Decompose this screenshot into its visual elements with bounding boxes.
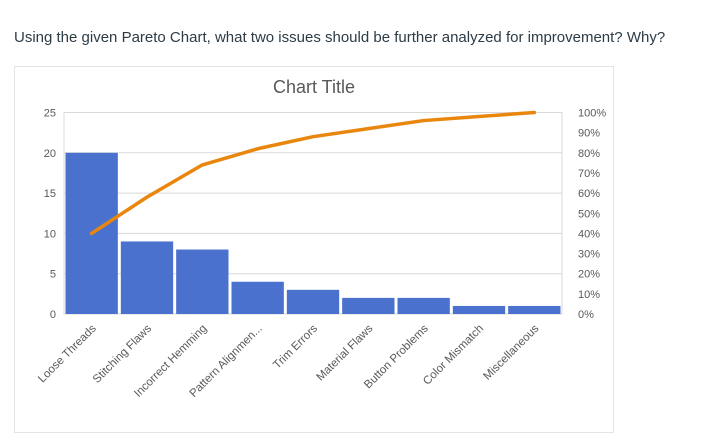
bar-incorrect-hemming (176, 249, 229, 314)
pareto-chart: 0 5 10 15 20 25 0% 10% 20% 30% 40% 50% 60% 70% 80% 90% 1… (36, 108, 606, 400)
right-axis-tick-label: 20% (578, 269, 600, 281)
question-text: Using the given Pareto Chart, what two i… (14, 29, 666, 46)
left-axis-tick-label: 10 (44, 228, 56, 240)
bar-trim-errors (286, 289, 340, 314)
x-axis-label-stitching-flaws: Stitching Flaws (91, 322, 154, 385)
right-axis-tick-label: 10% (578, 289, 600, 301)
right-axis-tick-label: 0% (578, 309, 594, 321)
right-axis-tick-label: 90% (578, 128, 600, 140)
left-axis-tick-label: 15 (44, 188, 56, 200)
left-axis-tick-label: 25 (44, 108, 56, 120)
right-axis-tick-label: 100% (578, 108, 606, 120)
pareto-chart-card: 0 5 10 15 20 25 0% 10% 20% 30% 40% 50% 60% 70% 80% 90% 1… (14, 66, 614, 433)
right-axis-tick-label: 60% (578, 188, 600, 200)
x-axis-label-loose-threads: Loose Threads (36, 322, 99, 385)
chart-title: Chart Title (272, 77, 356, 97)
left-axis-tick-label: 20 (44, 148, 56, 160)
bar-stitching-flaws (120, 241, 174, 314)
cumulative-percent-line (89, 110, 537, 236)
x-axis-label-trim-errors: Trim Errors (271, 322, 320, 371)
bar-button-problems (397, 297, 450, 314)
right-axis-tick-label: 40% (578, 228, 600, 240)
bar-pattern-alignmen (231, 281, 284, 314)
right-axis-tick-label: 50% (578, 208, 600, 220)
left-axis-tick-label: 5 (50, 269, 56, 281)
bar-material-flaws (342, 297, 395, 314)
x-axis-label-color-mismatch: Color Mismatch (421, 323, 486, 388)
x-axis-label-miscellaneous: Miscellaneous (481, 322, 541, 382)
bar-color-mismatch (452, 305, 506, 314)
bar-miscellaneous (508, 305, 561, 314)
right-axis-tick-label: 30% (578, 249, 600, 261)
right-axis-tick-label: 80% (578, 148, 600, 160)
left-axis-tick-label: 0 (50, 309, 56, 321)
right-axis-tick-label: 70% (578, 168, 600, 180)
x-axis-label-material-flaws: Material Flaws (315, 322, 376, 383)
